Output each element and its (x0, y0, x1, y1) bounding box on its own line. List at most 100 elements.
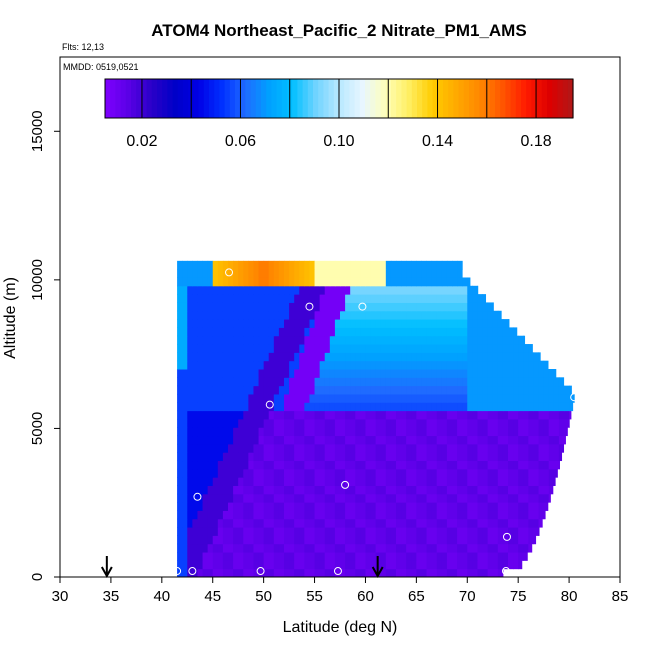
field-cell (309, 410, 316, 420)
field-cell (441, 369, 448, 378)
colorbar-segment (495, 79, 501, 118)
colorbar-segment (365, 79, 371, 118)
field-cell (329, 327, 336, 337)
field-cell (314, 460, 321, 470)
field-cell (497, 493, 504, 503)
field-cell (385, 543, 392, 553)
field-cell (248, 477, 254, 486)
field-cell (238, 369, 244, 378)
field-cell (462, 410, 468, 420)
field-cell (553, 460, 560, 470)
field-cell (513, 552, 519, 561)
field-cell (528, 402, 534, 412)
field-cell (452, 493, 458, 503)
field-cell (299, 310, 305, 320)
field-cell (452, 468, 458, 478)
field-cell (492, 502, 499, 511)
field-cell (538, 360, 545, 370)
field-cell (446, 377, 453, 387)
field-cell (334, 435, 341, 445)
field-cell (329, 427, 336, 437)
field-cell (238, 502, 244, 511)
field-cell (284, 452, 290, 462)
field-cell (243, 402, 249, 412)
field-cell (345, 493, 351, 503)
field-cell (289, 452, 295, 462)
field-cell (253, 360, 260, 370)
field-cell (233, 493, 239, 503)
field-cell (202, 435, 209, 445)
field-cell (334, 310, 341, 320)
field-cell (528, 344, 533, 353)
field-cell (441, 377, 448, 387)
field-cell (222, 277, 229, 287)
field-cell (253, 502, 260, 511)
colorbar-segment (261, 79, 267, 118)
field-cell (380, 277, 387, 287)
field-cell (457, 285, 463, 295)
field-cell (340, 535, 346, 545)
field-cell (177, 277, 183, 287)
field-cell (411, 468, 417, 478)
field-cell (238, 277, 244, 287)
field-cell (457, 477, 463, 486)
field-cell (452, 393, 458, 403)
field-cell (401, 410, 407, 420)
field-cell (217, 468, 224, 478)
field-cell (350, 319, 356, 328)
field-cell (553, 427, 560, 437)
field-cell (528, 502, 534, 511)
field-cell (441, 360, 448, 370)
field-cell (380, 452, 387, 462)
field-cell (416, 477, 422, 486)
field-cell (426, 485, 433, 495)
field-cell (508, 377, 514, 387)
field-cell (233, 310, 239, 320)
field-cell (238, 360, 244, 370)
field-cell (304, 393, 310, 403)
field-cell (192, 285, 198, 295)
field-cell (477, 477, 484, 486)
field-cell (431, 344, 438, 353)
field-cell (222, 344, 229, 353)
field-cell (289, 327, 295, 337)
field-cell (518, 427, 524, 437)
field-cell (360, 369, 366, 378)
field-cell (299, 435, 305, 445)
field-cell (452, 460, 458, 470)
field-cell (319, 468, 326, 478)
field-cell (360, 352, 366, 362)
colorbar-segment (125, 79, 132, 118)
field-cell (553, 369, 557, 378)
field-cell (492, 477, 499, 486)
field-cell (380, 294, 387, 303)
field-cell (212, 468, 219, 478)
field-cell (513, 477, 519, 486)
field-cell (370, 360, 377, 370)
field-cell (233, 327, 239, 337)
field-cell (248, 285, 254, 295)
field-cell (523, 493, 529, 503)
field-cell (314, 543, 321, 553)
field-cell (340, 377, 346, 387)
field-cell (528, 418, 534, 428)
field-cell (299, 452, 305, 462)
field-cell (538, 435, 545, 445)
field-cell (340, 510, 346, 520)
field-cell (273, 485, 280, 495)
field-cell (553, 385, 560, 395)
field-cell (345, 477, 351, 486)
field-cell (477, 410, 484, 420)
field-cell (472, 302, 478, 312)
field-cell (268, 510, 275, 520)
field-cell (467, 427, 473, 437)
field-cell (268, 418, 275, 428)
field-cell (314, 377, 321, 387)
field-cell (513, 327, 518, 337)
field-cell (304, 477, 310, 486)
field-cell (309, 369, 316, 378)
field-cell (441, 477, 448, 486)
field-cell (431, 393, 438, 403)
field-cell (217, 269, 224, 278)
field-cell (309, 385, 316, 395)
